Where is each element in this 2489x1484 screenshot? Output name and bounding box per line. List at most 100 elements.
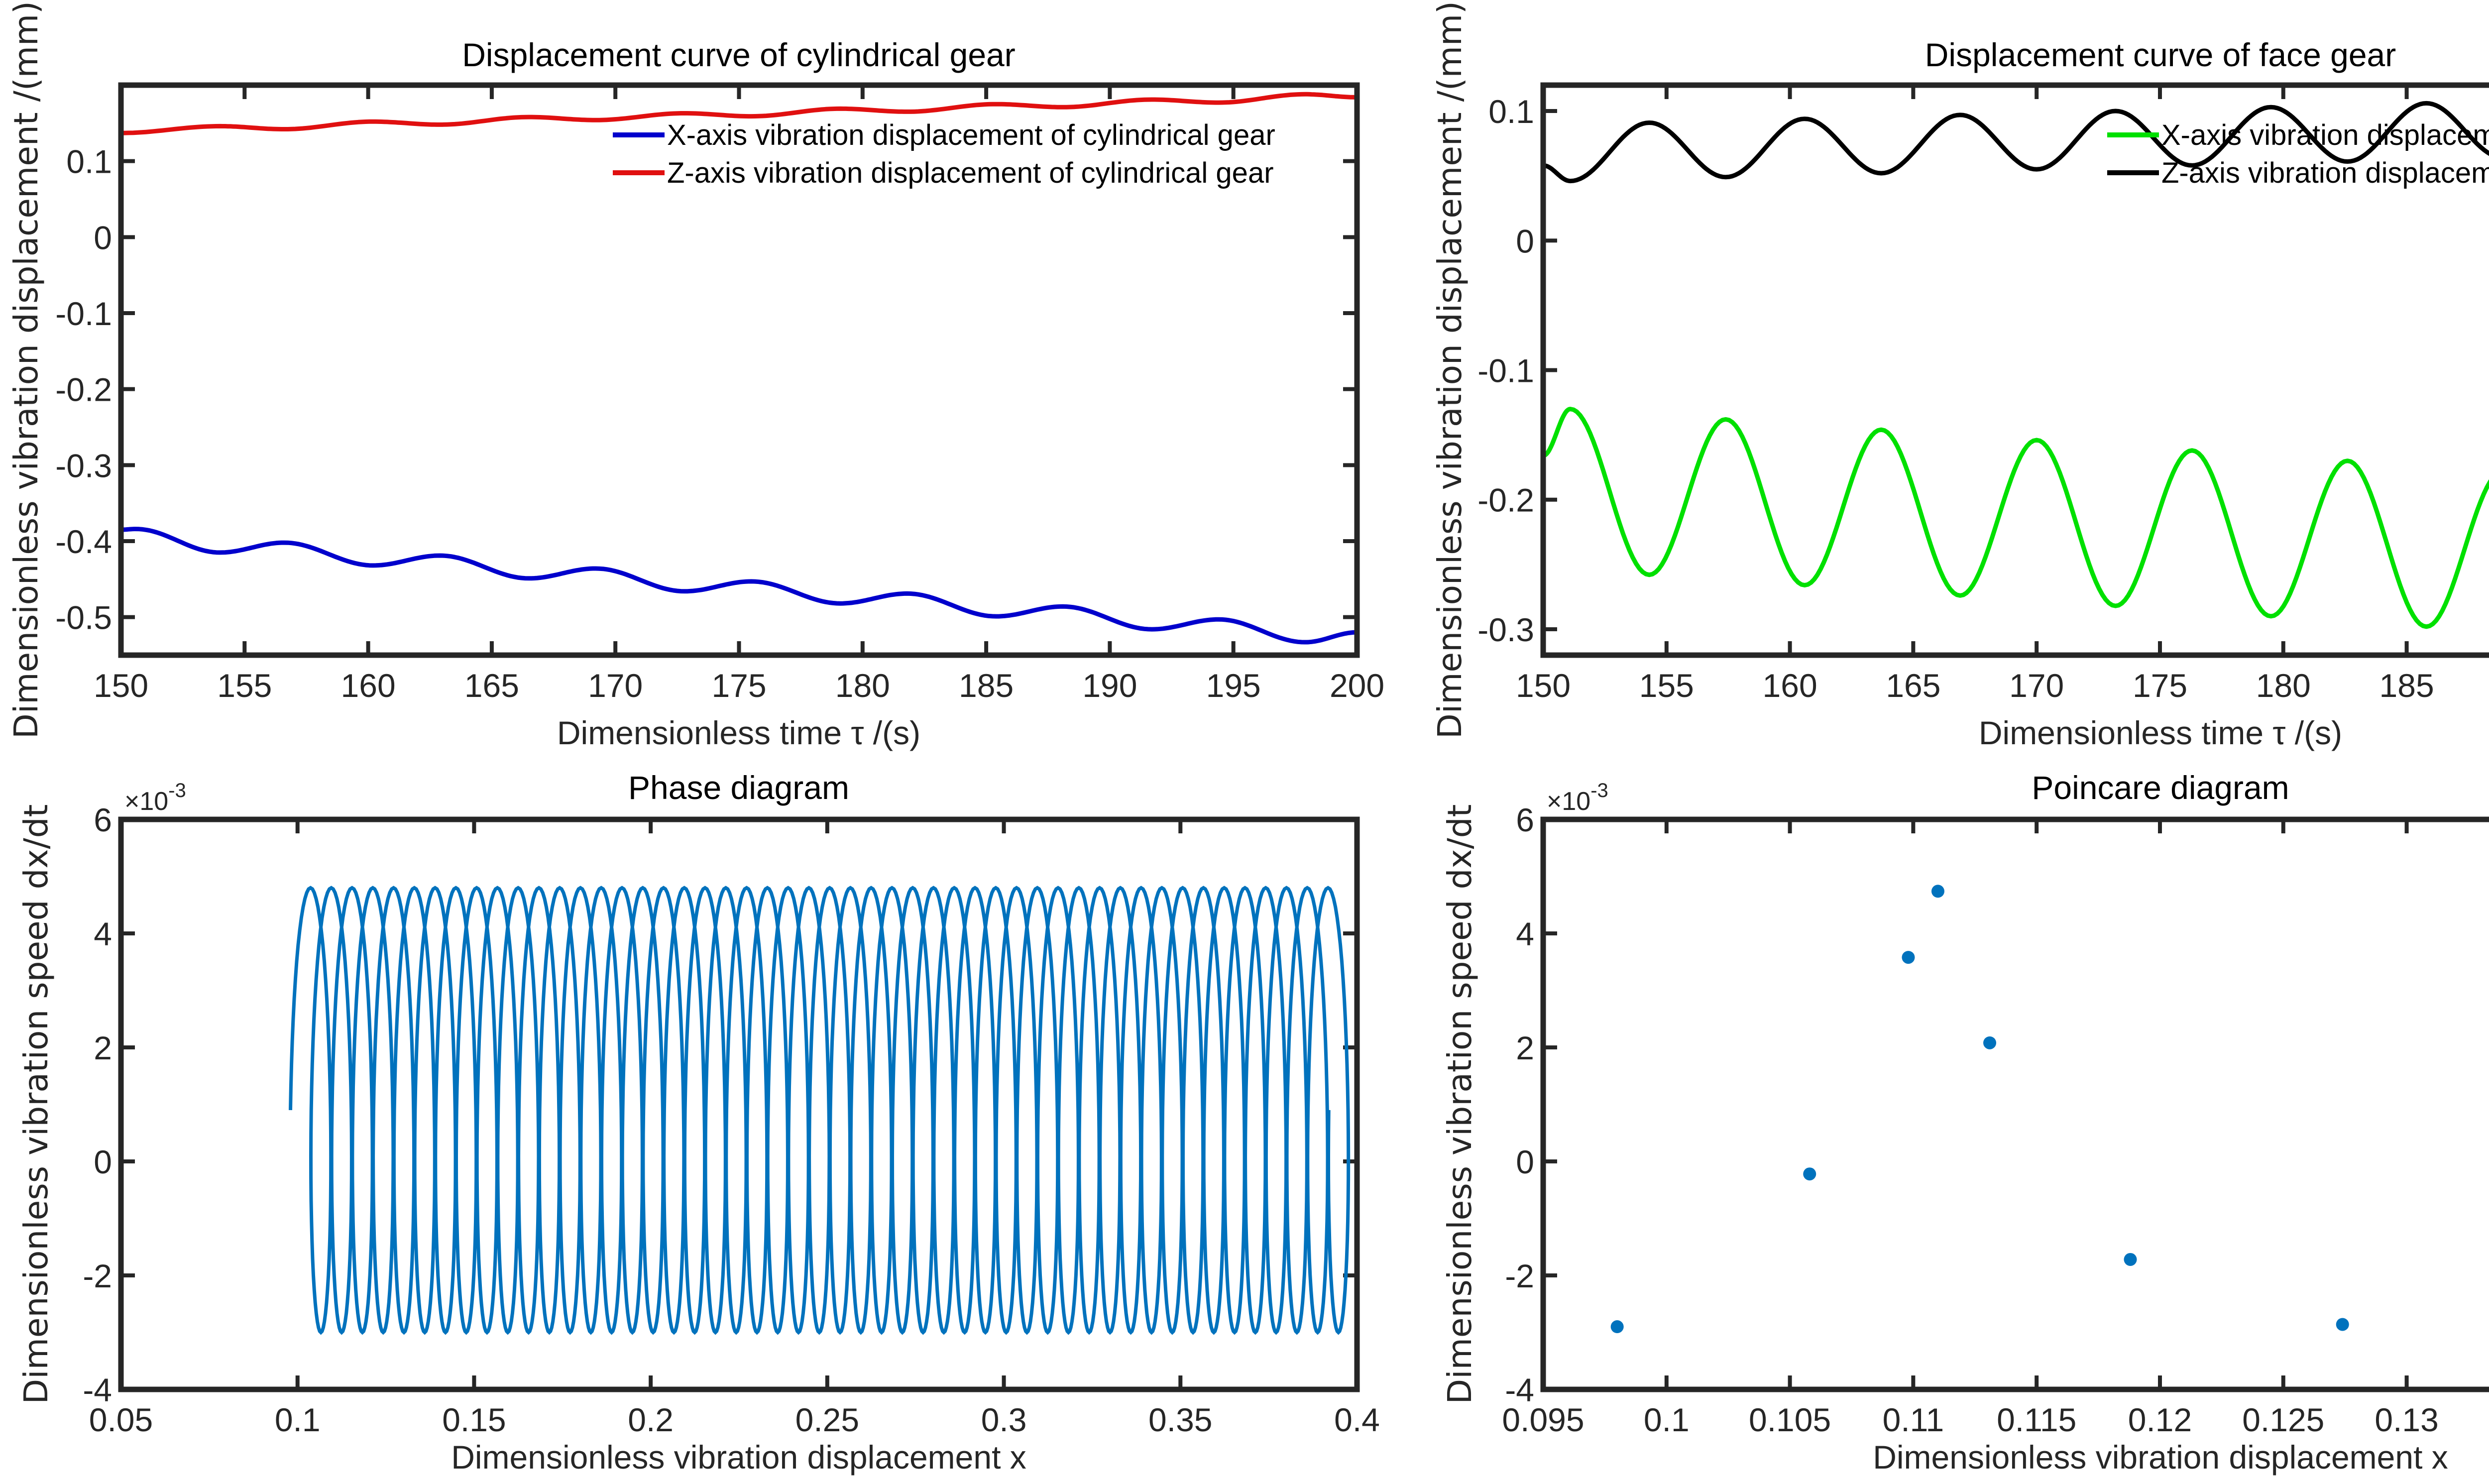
x-tick-label: 0.2 <box>628 1401 674 1438</box>
legend: X-axis vibration displacement of face ge… <box>2107 119 2489 189</box>
x-tick-label: 175 <box>711 667 766 704</box>
plot-area <box>289 886 1351 1335</box>
panel-cylindrical-gear: Displacement curve of cylindrical gear 1… <box>7 1 1384 751</box>
x-tick-label: 160 <box>341 667 396 704</box>
x-tick-label: 0.105 <box>1749 1401 1831 1438</box>
y-exponent-label: ×10-3 <box>124 780 186 816</box>
plot-title: Displacement curve of face gear <box>1925 36 2396 73</box>
series-line-z-axis <box>121 92 1357 135</box>
poincare-point <box>1803 1167 1816 1181</box>
poincare-point <box>1610 1320 1624 1334</box>
y-axis-label: Dimensionless vibration displacement /(m… <box>7 1 45 739</box>
axis-frame <box>118 82 1360 658</box>
x-tick-label: 0.25 <box>795 1401 859 1438</box>
y-tick-label: 0.1 <box>66 143 112 180</box>
y-tick-label: -0.4 <box>55 523 112 560</box>
y-tick-labels: -0.3 -0.2 -0.1 0 0.1 <box>1477 93 1534 648</box>
y-tick-label: 6 <box>94 801 112 838</box>
y-tick-label: 2 <box>94 1029 112 1066</box>
phase-trajectory <box>289 886 1351 1335</box>
y-exponent-power: -3 <box>1590 780 1608 801</box>
x-axis-label: Dimensionless vibration displacement x <box>1873 1439 2448 1476</box>
x-tick-label: 180 <box>2256 667 2311 704</box>
series-line-z-axis <box>1543 101 2489 184</box>
x-tick-label: 0.4 <box>1334 1401 1380 1438</box>
y-tick-label: 0 <box>94 1143 112 1180</box>
plot-area <box>121 92 1357 645</box>
x-tick-label: 0.05 <box>89 1401 153 1438</box>
y-tick-label: -0.3 <box>55 447 112 484</box>
x-tick-label: 0.15 <box>442 1401 506 1438</box>
y-tick-labels: -4 -2 0 2 4 6 <box>1505 801 1534 1408</box>
x-tick-label: 180 <box>835 667 890 704</box>
x-tick-label: 165 <box>464 667 519 704</box>
y-tick-label: 0 <box>1516 223 1534 259</box>
y-tick-labels: -0.5 -0.4 -0.3 -0.2 -0.1 0 0.1 <box>55 143 112 636</box>
y-tick-label: -2 <box>83 1257 112 1294</box>
plot-area <box>1543 101 2489 629</box>
plot-title: Displacement curve of cylindrical gear <box>462 36 1015 73</box>
axis-frame <box>1540 82 2489 658</box>
poincare-point <box>2336 1318 2349 1331</box>
poincare-point <box>1983 1036 1997 1049</box>
y-tick-label: 0.1 <box>1488 93 1534 130</box>
x-axis-label: Dimensionless time τ /(s) <box>557 714 920 751</box>
y-tick-label: -0.1 <box>1477 352 1534 389</box>
x-tick-label: 0.35 <box>1148 1401 1212 1438</box>
x-tick-label: 0.1 <box>275 1401 321 1438</box>
x-tick-label: 160 <box>1763 667 1817 704</box>
x-tick-labels: 150 155 160 165 170 175 180 185 190 195 200 <box>94 667 1384 704</box>
x-tick-label: 170 <box>588 667 643 704</box>
y-tick-label: 0 <box>1516 1143 1534 1180</box>
y-tick-label: 4 <box>94 915 112 952</box>
plot-title: Phase diagram <box>628 769 849 806</box>
y-tick-label: -0.2 <box>1477 482 1534 519</box>
poincare-point <box>1902 951 1915 964</box>
plot-title: Poincare diagram <box>2032 769 2289 806</box>
x-tick-label: 155 <box>217 667 272 704</box>
x-tick-label: 195 <box>1206 667 1261 704</box>
x-tick-label: 150 <box>1516 667 1571 704</box>
y-tick-label: -0.5 <box>55 599 112 636</box>
x-tick-label: 0.125 <box>2242 1401 2324 1438</box>
legend-label-z-axis: Z-axis vibration displacement of cylindr… <box>667 157 1274 189</box>
y-exponent-base: ×10 <box>1547 787 1590 816</box>
y-tick-label: -4 <box>1505 1371 1534 1408</box>
x-tick-label: 170 <box>2009 667 2064 704</box>
y-exponent-label: ×10-3 <box>1547 780 1608 816</box>
y-tick-label: 6 <box>1516 801 1534 838</box>
x-tick-label: 0.095 <box>1502 1401 1584 1438</box>
x-tick-labels: 0.0950.10.1050.110.1150.120.1250.130.135… <box>1502 1401 2489 1438</box>
x-tick-label: 150 <box>94 667 148 704</box>
y-tick-label: -4 <box>83 1371 112 1408</box>
x-tick-label: 165 <box>1886 667 1940 704</box>
panel-poincare-diagram: Poincare diagram 0.095 0.1 0.105 0.11 0.115 0… <box>1441 769 2489 1476</box>
series-line-x-axis <box>1543 407 2489 629</box>
legend-label-z-axis: Z-axis vibration displacement of face ge… <box>2161 157 2489 189</box>
poincare-point <box>1931 885 1944 898</box>
axis-frame <box>1540 816 2489 1392</box>
legend-label-x-axis: X-axis vibration displacement of face ge… <box>2161 119 2489 151</box>
plot-area <box>1610 885 2349 1334</box>
y-tick-label: 0 <box>94 219 112 256</box>
x-tick-label: 0.11 <box>1883 1401 1944 1438</box>
series-line-x-axis <box>121 527 1357 645</box>
x-tick-label: 200 <box>1330 667 1384 704</box>
x-tick-label: 185 <box>959 667 1014 704</box>
y-exponent-base: ×10 <box>124 787 168 816</box>
x-tick-label: 155 <box>1639 667 1694 704</box>
x-tick-label: 0.13 <box>2375 1401 2438 1438</box>
panel-face-gear: Displacement curve of face gear 150 155 16… <box>1431 1 2489 751</box>
x-tick-label: 0.1 <box>1644 1401 1690 1438</box>
legend-label-x-axis: X-axis vibration displacement of cylindr… <box>667 119 1275 151</box>
y-tick-label: -2 <box>1505 1257 1534 1294</box>
x-tick-label: 0.115 <box>1997 1401 2076 1438</box>
y-axis-label: Dimensionless vibration speed dx/dt <box>1441 804 1479 1404</box>
axis-frame <box>118 816 1360 1392</box>
y-tick-labels: -4 -2 0 2 4 6 <box>83 801 112 1408</box>
x-tick-label: 190 <box>1082 667 1137 704</box>
y-axis-label: Dimensionless vibration speed dx/dt <box>17 804 55 1404</box>
y-tick-label: 2 <box>1516 1029 1534 1066</box>
